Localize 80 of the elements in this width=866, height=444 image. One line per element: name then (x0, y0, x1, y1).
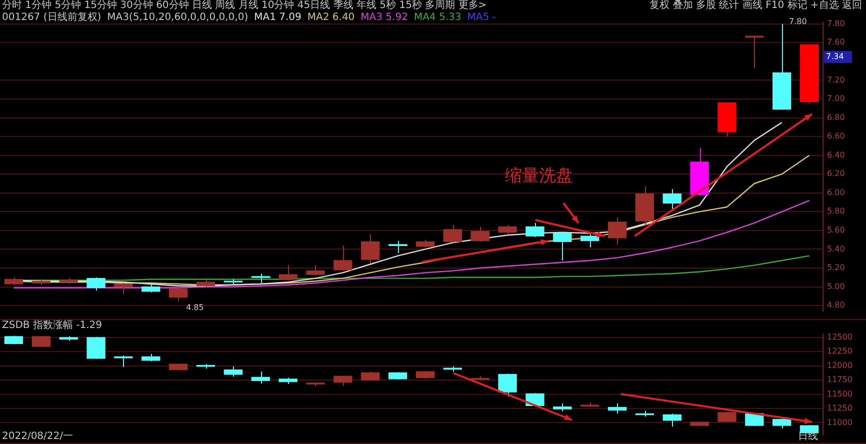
annotation: 4.85 (186, 302, 204, 314)
candlestick (278, 264, 298, 281)
legend-label: MA5 - (467, 12, 496, 23)
candlestick (59, 278, 78, 284)
candlestick (361, 234, 380, 264)
candlestick (361, 371, 380, 382)
text: MA2 6.40 (307, 12, 355, 23)
candlestick (334, 244, 352, 272)
candlestick (608, 402, 627, 414)
candlestick (168, 286, 188, 302)
y-tick-label: 5.60 (827, 226, 845, 235)
y-tick-label: 5.00 (827, 282, 845, 291)
y-tick-label: 7.60 (827, 38, 845, 47)
y-tick-label: 6.40 (827, 150, 845, 160)
y-tick-label: 12000 (827, 360, 852, 370)
candlestick (772, 418, 792, 429)
annotation: 2022/08/22/一 (2, 431, 74, 443)
candlestick (800, 44, 819, 104)
candlestick (662, 188, 682, 210)
y-tick-label: 11750 (827, 375, 852, 384)
text: MA3 5.92 (360, 12, 408, 23)
candlestick (142, 283, 160, 293)
y-tick-label: 11250 (827, 404, 852, 413)
y-tick-label: 7.00 (827, 94, 845, 104)
candlestick (498, 224, 517, 235)
candlestick (470, 376, 490, 382)
candlestick (772, 23, 792, 110)
candlestick (580, 402, 600, 408)
y-tick-label: 6.60 (827, 132, 845, 141)
y-tick-label: 6.00 (827, 188, 845, 197)
candlestick (553, 232, 572, 261)
candlestick (278, 377, 298, 385)
candlestick (690, 147, 709, 196)
candlestick (4, 335, 24, 345)
candlestick (142, 353, 160, 362)
candlestick (251, 371, 270, 384)
annotation: 缩量洗盘 (505, 166, 573, 187)
annotation: 7.80 (789, 16, 807, 28)
candlestick (4, 276, 24, 286)
candlestick (718, 102, 736, 138)
y-tick-label: 12250 (827, 346, 852, 356)
candlestick (526, 222, 544, 238)
candlestick (306, 382, 325, 387)
y-tick-label: 5.80 (827, 206, 845, 216)
chart-title: ZSDB 指数涨幅 -1.29 (2, 320, 102, 331)
candlestick (306, 264, 325, 276)
candlestick (86, 336, 106, 360)
y-tick-label: 6.80 (827, 112, 845, 122)
candlestick (553, 402, 572, 412)
candlestick (608, 216, 627, 246)
y-tick-label: 7.80 (827, 18, 845, 28)
y-tick-label: 11500 (827, 389, 852, 398)
candlestick (32, 336, 50, 348)
annotation: 日线 (798, 431, 818, 443)
y-tick-label: 6.20 (827, 169, 845, 178)
candlestick (635, 186, 654, 226)
candlestick (443, 224, 462, 244)
text: MA1 7.09 (254, 12, 302, 23)
y-tick-label: 5.20 (827, 263, 845, 272)
y-tick-label: 11000 (827, 418, 852, 427)
chart-title: 001267 (日线前复权) (2, 12, 102, 23)
candlestick (59, 336, 78, 342)
y-tick-label: 5.40 (827, 244, 845, 254)
candlestick (690, 421, 709, 427)
candlestick (470, 226, 490, 242)
candlestick (32, 278, 50, 286)
text: MA4 5.33 (414, 12, 462, 23)
legend-title: MA3(5,10,20,60,0,0,0,0,0,0) (107, 12, 248, 23)
candlestick (498, 373, 517, 398)
y-tick-label: 12500 (827, 332, 852, 342)
text: 7.34 (824, 51, 852, 63)
text: 分时 1分钟 5分钟 15分钟 30分钟 60分钟 日线 周线 月线 10分钟 45日线 季线 年线 5秒 15秒 多周期 更多> (2, 0, 487, 12)
candlestick (334, 376, 352, 386)
candlestick (114, 282, 133, 295)
candlestick (718, 411, 736, 423)
y-tick-label: 7.20 (827, 75, 845, 84)
y-tick-label: 4.80 (827, 300, 845, 310)
candlestick (416, 370, 435, 379)
candlestick (86, 276, 106, 292)
candlestick (224, 366, 243, 378)
